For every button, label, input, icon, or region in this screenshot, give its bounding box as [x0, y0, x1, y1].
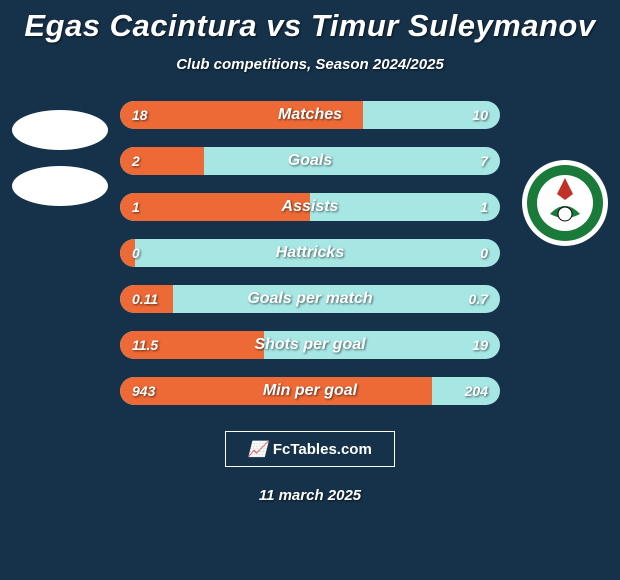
left-logo-stack	[12, 110, 108, 206]
stat-label: Shots per goal	[120, 331, 500, 359]
brand-badge[interactable]: 📈 FcTables.com	[225, 431, 395, 467]
stat-label: Min per goal	[120, 377, 500, 405]
stat-row: 11.519Shots per goal	[120, 331, 500, 359]
subtitle: Club competitions, Season 2024/2025	[0, 56, 620, 73]
stat-label: Hattricks	[120, 239, 500, 267]
stat-label: Matches	[120, 101, 500, 129]
chart-icon: 📈	[248, 440, 267, 458]
stats-bars: 1810Matches 27Goals 11Assists 00Hattricks 0.…	[120, 101, 500, 405]
club-logo-placeholder	[12, 166, 108, 206]
stat-label: Assists	[120, 193, 500, 221]
player-b-name: Timur Suleymanov	[311, 8, 596, 43]
stat-row: 00Hattricks	[120, 239, 500, 267]
stat-row: 943204Min per goal	[120, 377, 500, 405]
stat-row: 27Goals	[120, 147, 500, 175]
brand-text: FcTables.com	[273, 441, 372, 458]
stat-row: 0.110.7Goals per match	[120, 285, 500, 313]
stat-row: 11Assists	[120, 193, 500, 221]
stat-label: Goals per match	[120, 285, 500, 313]
stat-row: 1810Matches	[120, 101, 500, 129]
stat-label: Goals	[120, 147, 500, 175]
comparison-card: Egas Cacintura vs Timur Suleymanov Club …	[0, 0, 620, 580]
vs-label: vs	[266, 8, 301, 43]
page-title: Egas Cacintura vs Timur Suleymanov	[0, 8, 620, 44]
player-a-name: Egas Cacintura	[24, 8, 257, 43]
club-logo-placeholder	[12, 110, 108, 150]
date-label: 11 march 2025	[0, 487, 620, 504]
right-logo-stack	[522, 160, 608, 246]
club-logo	[522, 160, 608, 246]
